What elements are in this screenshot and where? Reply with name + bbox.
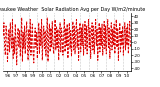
Title: Milwaukee Weather  Solar Radiation Avg per Day W/m2/minute: Milwaukee Weather Solar Radiation Avg pe… bbox=[0, 7, 145, 12]
